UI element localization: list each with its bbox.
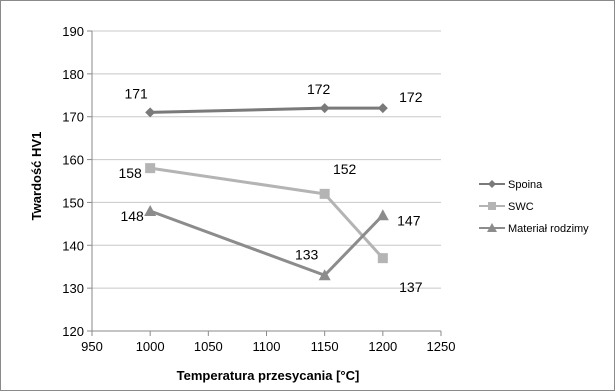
data-point-material-rodzimy [376,209,389,221]
data-label-material-rodzimy: 133 [295,246,319,262]
data-point-spoina [319,103,330,114]
axes [87,30,442,336]
y-tick-label: 160 [62,153,84,168]
data-point-spoina [377,103,388,114]
data-labels: 171 172 172 158 152 137 148 133 147 [118,81,422,295]
x-tick-labels: 950 1000 1050 1100 1150 1200 1250 [81,339,455,354]
y-tick-label: 180 [62,67,84,82]
legend-marker-spoina [488,180,496,188]
x-axis-title: Temperatura przesycania [°C] [177,368,360,383]
legend: Spoina SWC Materiał rodzimy [479,179,589,235]
data-point-material-rodzimy [318,269,331,281]
y-tick-label: 170 [62,110,84,125]
legend-label-spoina: Spoina [508,179,543,191]
x-tick-label: 1200 [368,339,397,354]
y-tick-label: 190 [62,24,84,39]
data-point-spoina [145,107,156,118]
legend-marker-material-rodzimy [487,223,497,232]
x-tick-label: 1050 [194,339,223,354]
legend-item-swc: SWC [479,201,534,213]
x-tick-label: 1000 [136,339,165,354]
y-tick-labels: 120 130 140 150 160 170 180 190 [62,24,84,339]
legend-label-swc: SWC [508,201,534,213]
data-point-swc [145,163,156,174]
series-markers [144,103,389,281]
y-tick-label: 150 [62,195,84,210]
legend-item-spoina: Spoina [479,179,543,191]
data-point-material-rodzimy [144,205,157,216]
legend-label-material-rodzimy: Materiał rodzimy [508,223,589,235]
legend-marker-swc [488,202,496,210]
data-point-swc [319,188,330,199]
x-tick-label: 1250 [427,339,456,354]
x-tick-label: 1150 [311,339,339,354]
series-line-spoina [150,106,383,114]
y-axis-title: Twardość HV1 [29,132,44,221]
y-tick-label: 120 [62,324,84,339]
data-label-spoina: 171 [124,85,148,101]
data-label-material-rodzimy: 148 [120,208,144,224]
x-tick-label: 1100 [253,339,281,354]
data-label-spoina: 172 [307,81,331,97]
data-label-swc: 158 [118,165,142,181]
series-line-swc [149,166,384,260]
y-tick-label: 140 [62,238,84,253]
data-label-material-rodzimy: 147 [397,212,421,228]
data-point-swc [377,253,388,264]
series-lines [149,106,384,278]
gridlines [92,30,441,289]
y-tick-label: 130 [62,281,84,296]
x-tick-label: 950 [81,339,103,354]
data-label-swc: 152 [333,161,357,177]
legend-item-material-rodzimy: Materiał rodzimy [479,223,589,235]
data-label-spoina: 172 [399,89,423,105]
data-label-swc: 137 [399,279,423,295]
